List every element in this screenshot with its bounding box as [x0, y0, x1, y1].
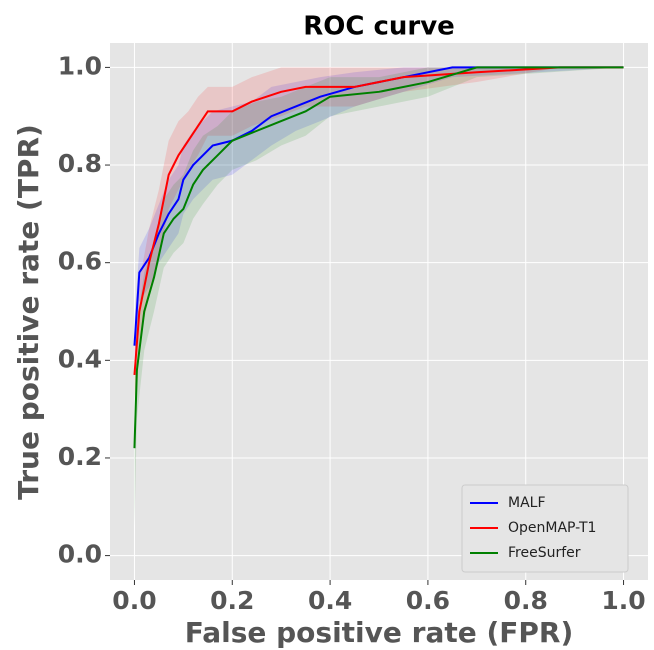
x-tick-label: 0.8 [504, 586, 548, 615]
roc-line [133, 66, 624, 449]
confidence-band [134, 67, 624, 371]
y-tick-label: 0.0 [58, 540, 102, 569]
x-tick-label: 0.6 [406, 586, 450, 615]
y-axis-label: True positive rate (TPR) [12, 124, 45, 500]
legend-box [461, 484, 629, 573]
x-tick-label: 0.4 [308, 586, 352, 615]
roc-line [133, 66, 624, 376]
x-axis-label: False positive rate (FPR) [185, 616, 574, 649]
legend-label: OpenMAP-T1 [508, 520, 596, 536]
legend-label: FreeSurfer [508, 545, 581, 561]
y-tick-label: 0.6 [58, 247, 102, 276]
y-tick-label: 0.2 [58, 442, 102, 471]
y-tick-label: 0.4 [58, 344, 102, 373]
legend-label: MALF [508, 495, 546, 511]
x-tick-label: 1.0 [601, 586, 645, 615]
x-tick-label: 0.0 [112, 586, 156, 615]
chart-title: ROC curve [303, 12, 455, 42]
x-tick-label: 0.2 [210, 586, 254, 615]
y-tick-label: 0.8 [58, 149, 102, 178]
y-tick-label: 1.0 [58, 51, 102, 80]
